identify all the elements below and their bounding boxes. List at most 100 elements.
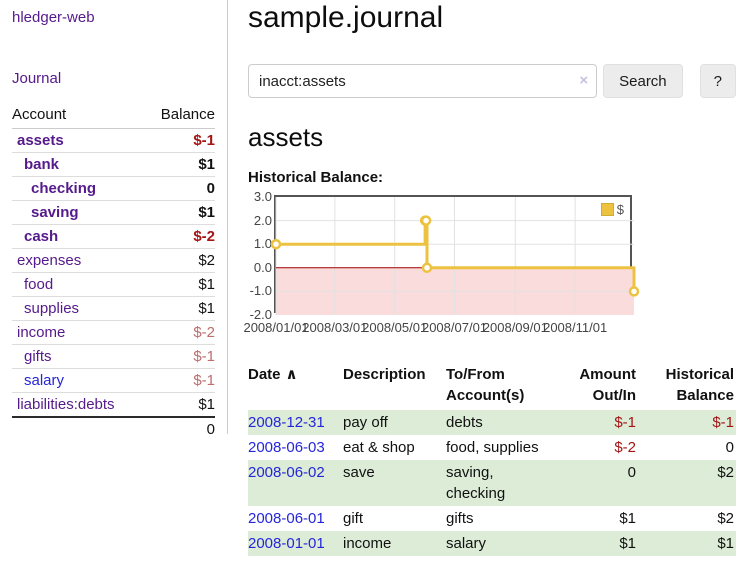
accounts-table: Account Balance assets $-1 bank $1 checking 0… bbox=[12, 106, 215, 441]
transaction-accounts: food, supplies bbox=[446, 439, 539, 456]
transaction-row: 2008-12-31 pay off debts $-1 $-1 bbox=[248, 410, 736, 435]
y-tick-label: 2.0 bbox=[253, 212, 272, 228]
transaction-row: 2008-01-01 income salary $1 $1 bbox=[248, 531, 736, 556]
account-balance: $1 bbox=[144, 296, 215, 321]
app-brand-link[interactable]: hledger-web bbox=[12, 9, 95, 26]
account-row: salary $-1 bbox=[12, 368, 215, 393]
account-row: saving $1 bbox=[12, 200, 215, 225]
account-balance: $-2 bbox=[144, 224, 215, 249]
account-row: expenses $2 bbox=[12, 248, 215, 273]
account-row: checking 0 bbox=[12, 176, 215, 201]
journal-title: sample.journal bbox=[248, 1, 444, 34]
account-link[interactable]: food bbox=[24, 276, 54, 293]
account-balance: 0 bbox=[144, 176, 215, 201]
register-table: Date ∧ Description To/From Account(s) Amo… bbox=[248, 362, 736, 556]
sidebar-item-journal[interactable]: Journal bbox=[12, 70, 62, 87]
transaction-balance: $2 bbox=[717, 464, 734, 481]
chart-x-axis-labels: 2008/01/01 2008/03/01 2008/05/01 2008/07/01… bbox=[243, 320, 634, 338]
transaction-description: save bbox=[343, 464, 375, 481]
account-link[interactable]: income bbox=[17, 324, 66, 341]
account-row: cash $-2 bbox=[12, 224, 215, 249]
search-button[interactable]: Search bbox=[603, 64, 683, 98]
y-tick-label: 1.0 bbox=[253, 236, 272, 252]
register-header-balance: Historical Balance bbox=[665, 366, 734, 404]
transaction-accounts: salary bbox=[446, 535, 487, 552]
transaction-date-link[interactable]: 2008-06-03 bbox=[248, 439, 325, 456]
account-link[interactable]: saving bbox=[31, 204, 79, 221]
chart-plot-area: $ bbox=[270, 195, 640, 315]
balance-line-chart bbox=[270, 197, 640, 315]
transaction-amount: $1 bbox=[619, 535, 636, 552]
transaction-description: income bbox=[343, 535, 392, 552]
account-balance: $-2 bbox=[144, 320, 215, 345]
transaction-balance: $-1 bbox=[712, 414, 734, 431]
x-tick-label: 2008/05/01 bbox=[362, 320, 428, 335]
account-link[interactable]: salary bbox=[24, 372, 65, 389]
account-row: bank $1 bbox=[12, 152, 215, 177]
account-link[interactable]: checking bbox=[31, 180, 97, 197]
account-balance: $1 bbox=[144, 152, 215, 177]
x-tick-label: 2008/07/01 bbox=[421, 320, 488, 335]
account-balance: $1 bbox=[144, 272, 215, 297]
transaction-accounts: saving, checking bbox=[446, 464, 506, 502]
transaction-accounts: debts bbox=[446, 414, 483, 431]
transaction-amount: $-2 bbox=[614, 439, 636, 456]
account-row: supplies $1 bbox=[12, 296, 215, 321]
accounts-header-balance: Balance bbox=[144, 106, 215, 129]
x-tick-label: 2008/01/01 bbox=[243, 320, 309, 335]
account-balance: $2 bbox=[144, 248, 215, 273]
historical-balance-chart: 3.0 2.0 1.0 0.0 -1.0 -2.0 $ 2008/01/01 2008/03… bbox=[243, 189, 736, 341]
transaction-row: 2008-06-03 eat & shop food, supplies $-2 0 bbox=[248, 435, 736, 460]
account-link[interactable]: cash bbox=[24, 228, 59, 245]
transaction-amount: $-1 bbox=[614, 414, 636, 431]
transaction-date-link[interactable]: 2008-06-02 bbox=[248, 464, 325, 481]
transaction-date-link[interactable]: 2008-12-31 bbox=[248, 414, 325, 431]
transaction-date-cell: 2008-06-02 bbox=[248, 460, 343, 506]
account-row: gifts $-1 bbox=[12, 344, 215, 369]
sort-asc-icon: ∧ bbox=[285, 366, 298, 383]
transaction-description: pay off bbox=[343, 414, 388, 431]
transaction-date-cell: 2008-12-31 bbox=[248, 410, 343, 435]
transaction-accounts: gifts bbox=[446, 510, 474, 527]
register-header-description: Description bbox=[343, 366, 426, 383]
transaction-date-link[interactable]: 2008-06-01 bbox=[248, 510, 325, 527]
sidebar: hledger-web Journal Account Balance asse… bbox=[0, 0, 228, 438]
accounts-total: 0 bbox=[206, 421, 215, 438]
clear-search-icon[interactable]: × bbox=[579, 72, 589, 89]
y-tick-label: 0.0 bbox=[253, 259, 272, 275]
account-balance: $1 bbox=[144, 200, 215, 225]
y-tick-label: 3.0 bbox=[253, 189, 272, 204]
account-balance: $-1 bbox=[144, 344, 215, 369]
account-row: assets $-1 bbox=[12, 128, 215, 153]
account-link[interactable]: liabilities:debts bbox=[17, 395, 115, 413]
transaction-description: gift bbox=[343, 510, 364, 527]
account-link[interactable]: expenses bbox=[17, 252, 82, 269]
account-row: income $-2 bbox=[12, 320, 215, 345]
account-link[interactable]: bank bbox=[24, 156, 60, 173]
account-balance: $-1 bbox=[144, 368, 215, 393]
search-box: × bbox=[248, 64, 598, 98]
account-link[interactable]: gifts bbox=[24, 348, 52, 365]
transaction-balance: $2 bbox=[717, 510, 734, 527]
y-tick-label: -2.0 bbox=[249, 307, 272, 322]
account-link[interactable]: assets bbox=[17, 132, 64, 149]
register-header-row: Date ∧ Description To/From Account(s) Amo… bbox=[248, 362, 736, 410]
register-header-date[interactable]: Date ∧ bbox=[248, 366, 298, 383]
chart-heading: Historical Balance: bbox=[248, 169, 384, 186]
register-header-amount: Amount Out/In bbox=[579, 366, 636, 404]
account-row: food $1 bbox=[12, 272, 215, 297]
x-tick-label: 2008/09/01 bbox=[482, 320, 548, 335]
legend-swatch-icon bbox=[600, 203, 614, 216]
search-input[interactable] bbox=[248, 64, 598, 98]
transaction-date-link[interactable]: 2008-01-01 bbox=[248, 535, 325, 552]
legend-label: $ bbox=[616, 202, 624, 217]
account-heading: assets bbox=[248, 122, 324, 152]
transaction-amount: $1 bbox=[619, 510, 636, 527]
search-form: × Search ? bbox=[248, 64, 736, 98]
accounts-total-row: 0 bbox=[12, 417, 215, 441]
account-balance: $1 bbox=[144, 392, 215, 418]
account-link[interactable]: supplies bbox=[24, 300, 80, 317]
account-balance: $-1 bbox=[144, 128, 215, 153]
help-button[interactable]: ? bbox=[699, 64, 736, 98]
